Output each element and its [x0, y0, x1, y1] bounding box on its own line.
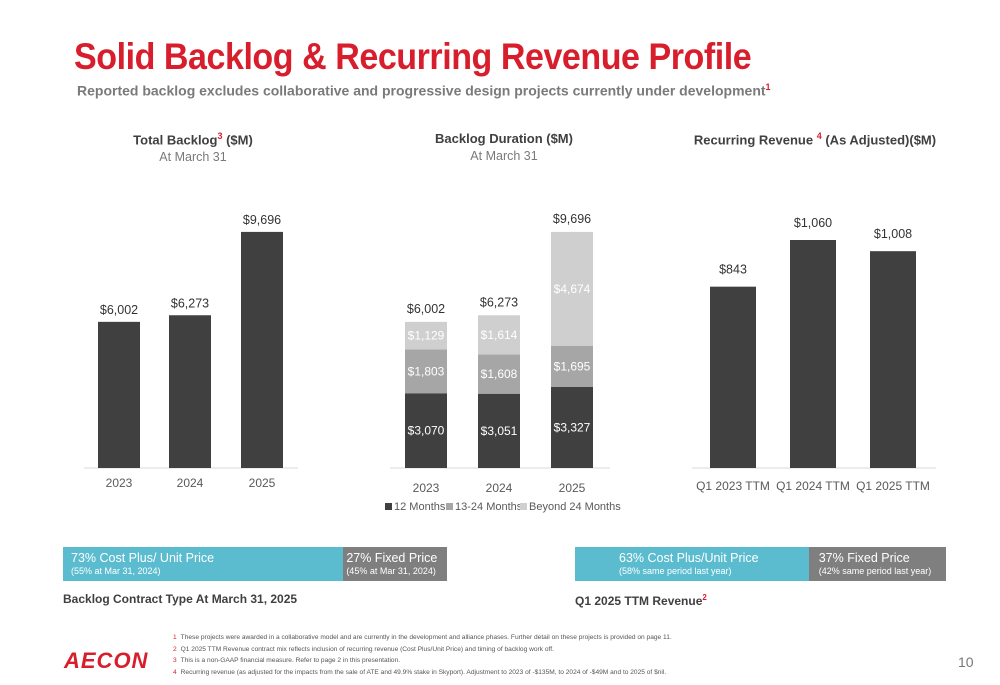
footnotes: 1 These projects were awarded in a collab…: [173, 632, 672, 678]
recurring-revenue-tick-1: Q1 2024 TTM: [776, 479, 850, 493]
backlog-fixed-sub: (45% at Mar 31, 2024): [346, 566, 436, 576]
page-subtitle: Reported backlog excludes collaborative …: [77, 82, 771, 99]
page-number: 10: [958, 654, 974, 670]
legend-label-series-0: 12 Months: [394, 501, 446, 513]
legend-label-series-2: Beyond 24 Months: [529, 501, 621, 513]
duration-label-2024-series-2: $1,614: [481, 328, 518, 342]
recurring-revenue-tick-2: Q1 2025 TTM: [856, 479, 930, 493]
duration-bar-2025-series-2: [551, 231, 593, 346]
duration-tick-2023: 2023: [413, 481, 440, 495]
revenue-fixed-sub: (42% same period last year): [818, 566, 932, 576]
total-backlog-bar-2025: [241, 231, 283, 468]
backlog-fixed-segment: 27% Fixed Price (45% at Mar 31, 2024): [343, 547, 447, 581]
total-backlog-label-2023: $6,002: [100, 303, 138, 317]
total-backlog-tick-2024: 2024: [177, 476, 204, 490]
footnote-3: 3 This is a non-GAAP financial measure. R…: [173, 657, 401, 665]
charts-canvas: $6,002 2023 $6,273 2024 $9,696 2025 $3,070 $1,8…: [84, 212, 936, 513]
recurring-revenue-header: Recurring Revenue 4 (As Adjusted)($M): [693, 131, 937, 148]
duration-bar-2023-series-1: [405, 349, 447, 394]
duration-label-2025-series-2: $4,674: [554, 282, 591, 296]
footnote-4: 4 Recurring revenue (as adjusted for the …: [173, 668, 667, 676]
duration-total-2023: $6,002: [407, 302, 445, 316]
recurring-revenue-tick-0: Q1 2023 TTM: [696, 479, 770, 493]
duration-tick-2024: 2024: [486, 481, 513, 495]
total-backlog-bar-2024: [169, 315, 211, 468]
duration-bar-2024-series-1: [478, 354, 520, 394]
legend-swatch-series-1: [446, 503, 453, 510]
subtitle-footnote-ref: 1: [765, 82, 771, 92]
duration-bar-2024-series-2: [478, 315, 520, 355]
backlog-duration-header: Backlog Duration ($M) At March 31: [435, 131, 573, 163]
duration-bar-2023-series-2: [405, 321, 447, 350]
revenue-fixed-segment: 37% Fixed Price (42% same period last ye…: [808, 547, 946, 581]
recurring-revenue-label-0: $843: [719, 263, 747, 277]
total-backlog-label-2024: $6,273: [171, 296, 209, 310]
duration-label-2024-series-1: $1,608: [481, 367, 518, 381]
recurring-revenue-bar-2: [870, 251, 916, 468]
backlog-cost-plus-sub: (55% at Mar 31, 2024): [71, 566, 161, 576]
duration-label-2025-series-1: $1,695: [554, 359, 591, 373]
page-title: Solid Backlog & Recurring Revenue Profil…: [74, 36, 752, 77]
revenue-fixed-label: 37% Fixed Price: [818, 551, 910, 565]
revenue-cost-plus-label: 63% Cost Plus/Unit Price: [619, 551, 759, 565]
backlog-cost-plus-segment: 73% Cost Plus/ Unit Price (55% at Mar 31…: [63, 547, 344, 581]
duration-tick-2025: 2025: [559, 481, 586, 495]
duration-label-2023-series-0: $3,070: [408, 424, 445, 438]
legend-swatch-series-2: [520, 503, 527, 510]
footnote-2: 2 Q1 2025 TTM Revenue contract mix reflec…: [173, 645, 554, 653]
recurring-revenue-label-2: $1,008: [874, 227, 912, 241]
total-backlog-label-2025: $9,696: [243, 213, 281, 227]
backlog-fixed-label: 27% Fixed Price: [346, 551, 438, 565]
duration-bar-2024-series-0: [478, 393, 520, 468]
total-backlog-tick-2023: 2023: [106, 476, 133, 490]
duration-bar-2023-series-0: [405, 393, 447, 468]
footnote-1: 1 These projects were awarded in a collab…: [173, 634, 672, 641]
duration-total-2024: $6,273: [480, 295, 518, 309]
recurring-revenue-bar-1: [790, 239, 836, 468]
total-backlog-header: Total Backlog3 ($M) At March 31: [133, 131, 253, 165]
duration-label-2023-series-1: $1,803: [408, 364, 445, 378]
duration-bar-2025-series-0: [551, 386, 593, 468]
aecon-logo: AECON: [64, 648, 149, 673]
duration-label-2024-series-0: $3,051: [481, 424, 518, 438]
recurring-revenue-bar-0: [710, 286, 756, 468]
legend-label-series-1: 13-24 Months: [455, 501, 523, 513]
duration-label-2023-series-2: $1,129: [408, 329, 445, 343]
revenue-contract-mix-bar: 63% Cost Plus/Unit Price (58% same perio…: [575, 547, 946, 581]
revenue-contract-caption: Q1 2025 TTM Revenue2: [575, 593, 707, 608]
total-backlog-bar-2023: [98, 321, 140, 468]
recurring-revenue-label-1: $1,060: [794, 216, 832, 230]
revenue-cost-plus-segment: 63% Cost Plus/Unit Price (58% same perio…: [575, 547, 809, 581]
duration-bar-2025-series-1: [551, 345, 593, 387]
backlog-contract-caption: Backlog Contract Type At March 31, 2025: [63, 592, 298, 606]
total-backlog-tick-2025: 2025: [249, 476, 276, 490]
revenue-cost-plus-sub: (58% same period last year): [619, 566, 732, 576]
backlog-cost-plus-label: 73% Cost Plus/ Unit Price: [71, 551, 215, 565]
duration-label-2025-series-0: $3,327: [554, 420, 591, 434]
duration-total-2025: $9,696: [553, 212, 591, 226]
legend-swatch-series-0: [385, 503, 392, 510]
backlog-contract-mix-bar: 73% Cost Plus/ Unit Price (55% at Mar 31…: [63, 547, 447, 581]
